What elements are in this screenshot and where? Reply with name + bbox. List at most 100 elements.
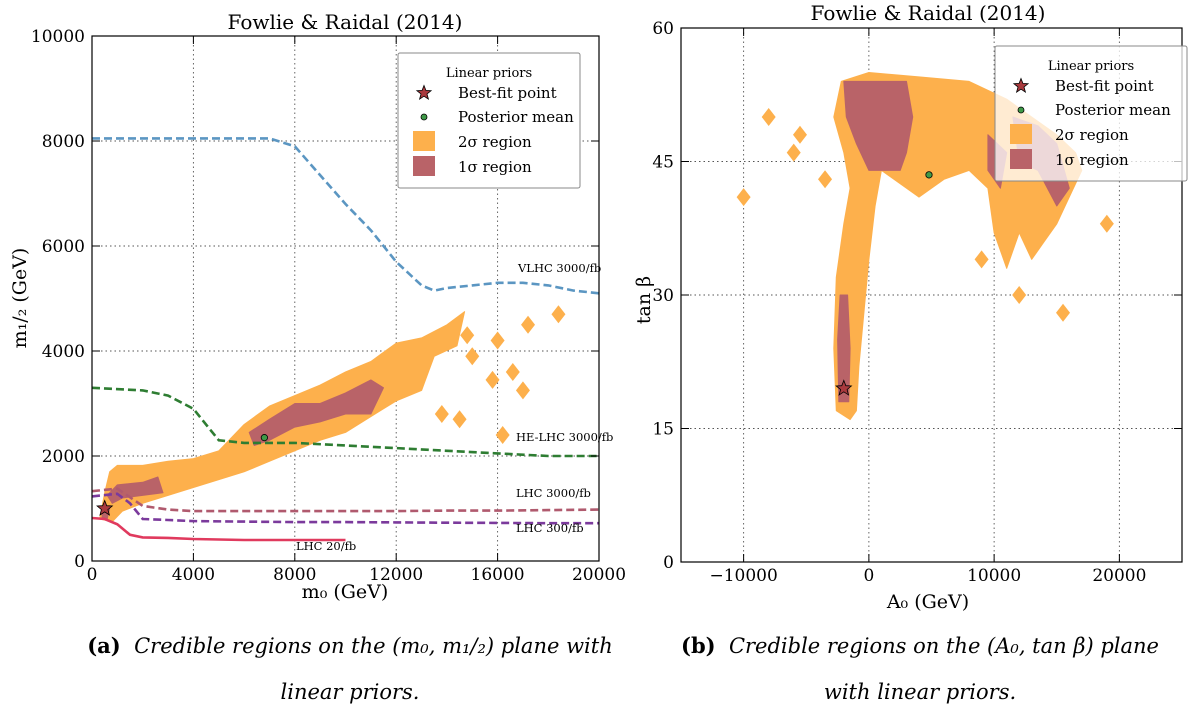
y-tick-label: 0: [663, 553, 674, 573]
y-tick-label: 4000: [42, 342, 85, 362]
caption-b-line2: with linear priors.: [823, 680, 1017, 704]
curve-label: LHC 20/fb: [296, 539, 356, 553]
legend-box: [397, 52, 581, 189]
two-sigma-island: [792, 125, 807, 144]
two-sigma-island: [761, 108, 776, 126]
legend-title: Linear priors: [446, 66, 532, 81]
limit-curve: [92, 516, 346, 542]
two-sigma-island: [736, 188, 751, 207]
curve-label: LHC 3000/fb: [516, 486, 591, 500]
legend-entry: Best-fit point: [458, 84, 557, 102]
caption-b-line1: Credible regions on the (A₀, tan β) plan…: [728, 634, 1159, 658]
x-tick-label: 12000: [369, 565, 423, 585]
plot-b-legend: Linear priors Best-fit point Posterior mea…: [994, 45, 1188, 182]
legend-entry: Best-fit point: [1055, 77, 1154, 95]
two-sigma-island: [786, 143, 801, 162]
plot-a-legend: Linear priors Best-fit point Posterior mea…: [397, 52, 581, 189]
plot-a-curves: [92, 137, 599, 542]
two-sigma-island: [434, 405, 449, 423]
plot-a-points: [96, 434, 268, 516]
two-sigma-island: [1056, 303, 1071, 322]
legend-dot-icon: [420, 113, 428, 121]
legend-one-sigma-swatch: [413, 156, 435, 176]
limit-curve: [92, 137, 599, 295]
curve-label: VLHC 3000/fb: [517, 261, 601, 275]
plot-b-title: Fowlie & Raidal (2014): [811, 1, 1046, 25]
two-sigma-island: [515, 381, 530, 400]
caption-b: (b) Credible regions on the (A₀, tan β) …: [640, 633, 1197, 704]
two-sigma-island: [452, 410, 467, 429]
one-sigma-region: [837, 294, 851, 403]
x-tick-label: 0: [863, 566, 874, 586]
y-tick-label: 2000: [42, 447, 85, 467]
two-sigma-island: [1012, 286, 1027, 304]
y-tick-label: 15: [652, 420, 674, 440]
legend-two-sigma-swatch: [413, 131, 435, 151]
plot-a-regions: [99, 305, 566, 523]
plot-a-ylabel: m₁/₂ (GeV): [9, 248, 31, 349]
two-sigma-island: [485, 370, 500, 389]
two-sigma-island: [818, 170, 833, 189]
plot-a-curve-labels: VLHC 3000/fb HE-LHC 3000/fb LHC 3000/fb LHC…: [296, 261, 613, 553]
legend-box: [994, 45, 1188, 182]
limit-curve: [92, 487, 599, 513]
legend-one-sigma-swatch: [1010, 149, 1032, 169]
y-tick-label: 60: [652, 19, 674, 39]
legend-dot-icon: [1017, 106, 1025, 114]
x-tick-label: 4000: [172, 565, 215, 585]
x-tick-label: 10000: [967, 566, 1021, 586]
x-tick-label: 16000: [471, 565, 525, 585]
plot-b: −10000 0 10000 20000 0 15 30 45 60 Fowlie & Raid…: [633, 1, 1188, 613]
posterior-mean-dot: [260, 434, 268, 442]
best-fit-star: [835, 379, 853, 396]
y-tick-label: 0: [74, 552, 85, 572]
two-sigma-island: [505, 363, 520, 381]
two-sigma-island: [490, 331, 505, 350]
legend-two-sigma-swatch: [1010, 124, 1032, 144]
plot-a: 0 4000 8000 12000 16000 20000 0 2000 4000 6000 800…: [9, 10, 626, 603]
two-sigma-island: [460, 326, 475, 345]
legend-entry: 1σ region: [458, 158, 532, 176]
caption-b-label: (b): [681, 633, 716, 658]
plot-b-ylabel: tan β: [633, 276, 655, 324]
plot-b-grid: [681, 28, 1182, 562]
one-sigma-region: [248, 379, 384, 446]
legend-entry: Posterior mean: [1055, 101, 1171, 119]
x-tick-label: 8000: [273, 565, 316, 585]
legend-entry: Posterior mean: [458, 108, 574, 126]
legend-entry: 2σ region: [1055, 126, 1129, 144]
x-tick-label: 20000: [572, 565, 626, 585]
plot-b-points: [835, 171, 933, 396]
limit-curve: [92, 386, 599, 458]
two-sigma-island: [974, 250, 989, 269]
caption-a-label: (a): [87, 633, 121, 658]
curve-label: LHC 300/fb: [516, 521, 584, 535]
y-tick-label: 30: [652, 286, 674, 306]
plot-b-xlabel: A₀ (GeV): [886, 591, 969, 613]
posterior-mean-dot: [925, 171, 933, 179]
two-sigma-island: [521, 315, 536, 334]
plot-a-frame: [91, 35, 600, 562]
y-tick-label: 6000: [42, 237, 85, 257]
plot-a-ticks: 0 4000 8000 12000 16000 20000 0 2000 4000 6000 800…: [31, 27, 626, 585]
caption-a-line2: linear priors.: [280, 680, 420, 704]
two-sigma-island: [404, 365, 419, 384]
two-sigma-island: [465, 347, 480, 366]
legend-entry: 1σ region: [1055, 151, 1129, 169]
legend-title: Linear priors: [1048, 59, 1134, 74]
x-tick-label: −10000: [709, 566, 777, 586]
plot-a-xlabel: m₀ (GeV): [302, 581, 389, 603]
caption-a-line1: Credible regions on the (m₀, m₁/₂) plane…: [134, 634, 613, 658]
legend-star-icon: [1012, 77, 1030, 94]
legend-star-icon: [415, 84, 433, 101]
curve-label: HE-LHC 3000/fb: [516, 430, 613, 444]
two-sigma-island: [495, 426, 510, 444]
best-fit-star: [96, 499, 114, 516]
legend-entry: 2σ region: [458, 133, 532, 151]
two-sigma-island: [551, 305, 566, 324]
one-sigma-region: [843, 80, 914, 171]
x-tick-label: 0: [87, 565, 98, 585]
y-tick-label: 10000: [31, 27, 85, 47]
caption-a: (a) Credible regions on the (m₀, m₁/₂) p…: [40, 633, 660, 704]
